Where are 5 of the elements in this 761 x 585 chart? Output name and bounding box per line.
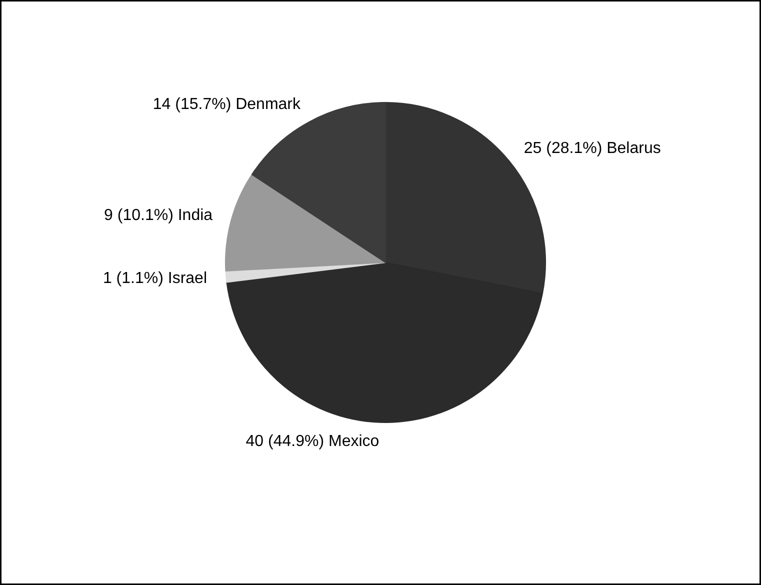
slice-label: 40 (44.9%) Mexico <box>246 433 380 450</box>
slice-label: 25 (28.1%) Belarus <box>524 140 661 158</box>
slice-label: 14 (15.7%) Denmark <box>152 96 302 114</box>
slice-label: 1 (1.1%) Israel <box>102 270 208 287</box>
slice-label: 9 (10.1%) India <box>104 207 213 224</box>
